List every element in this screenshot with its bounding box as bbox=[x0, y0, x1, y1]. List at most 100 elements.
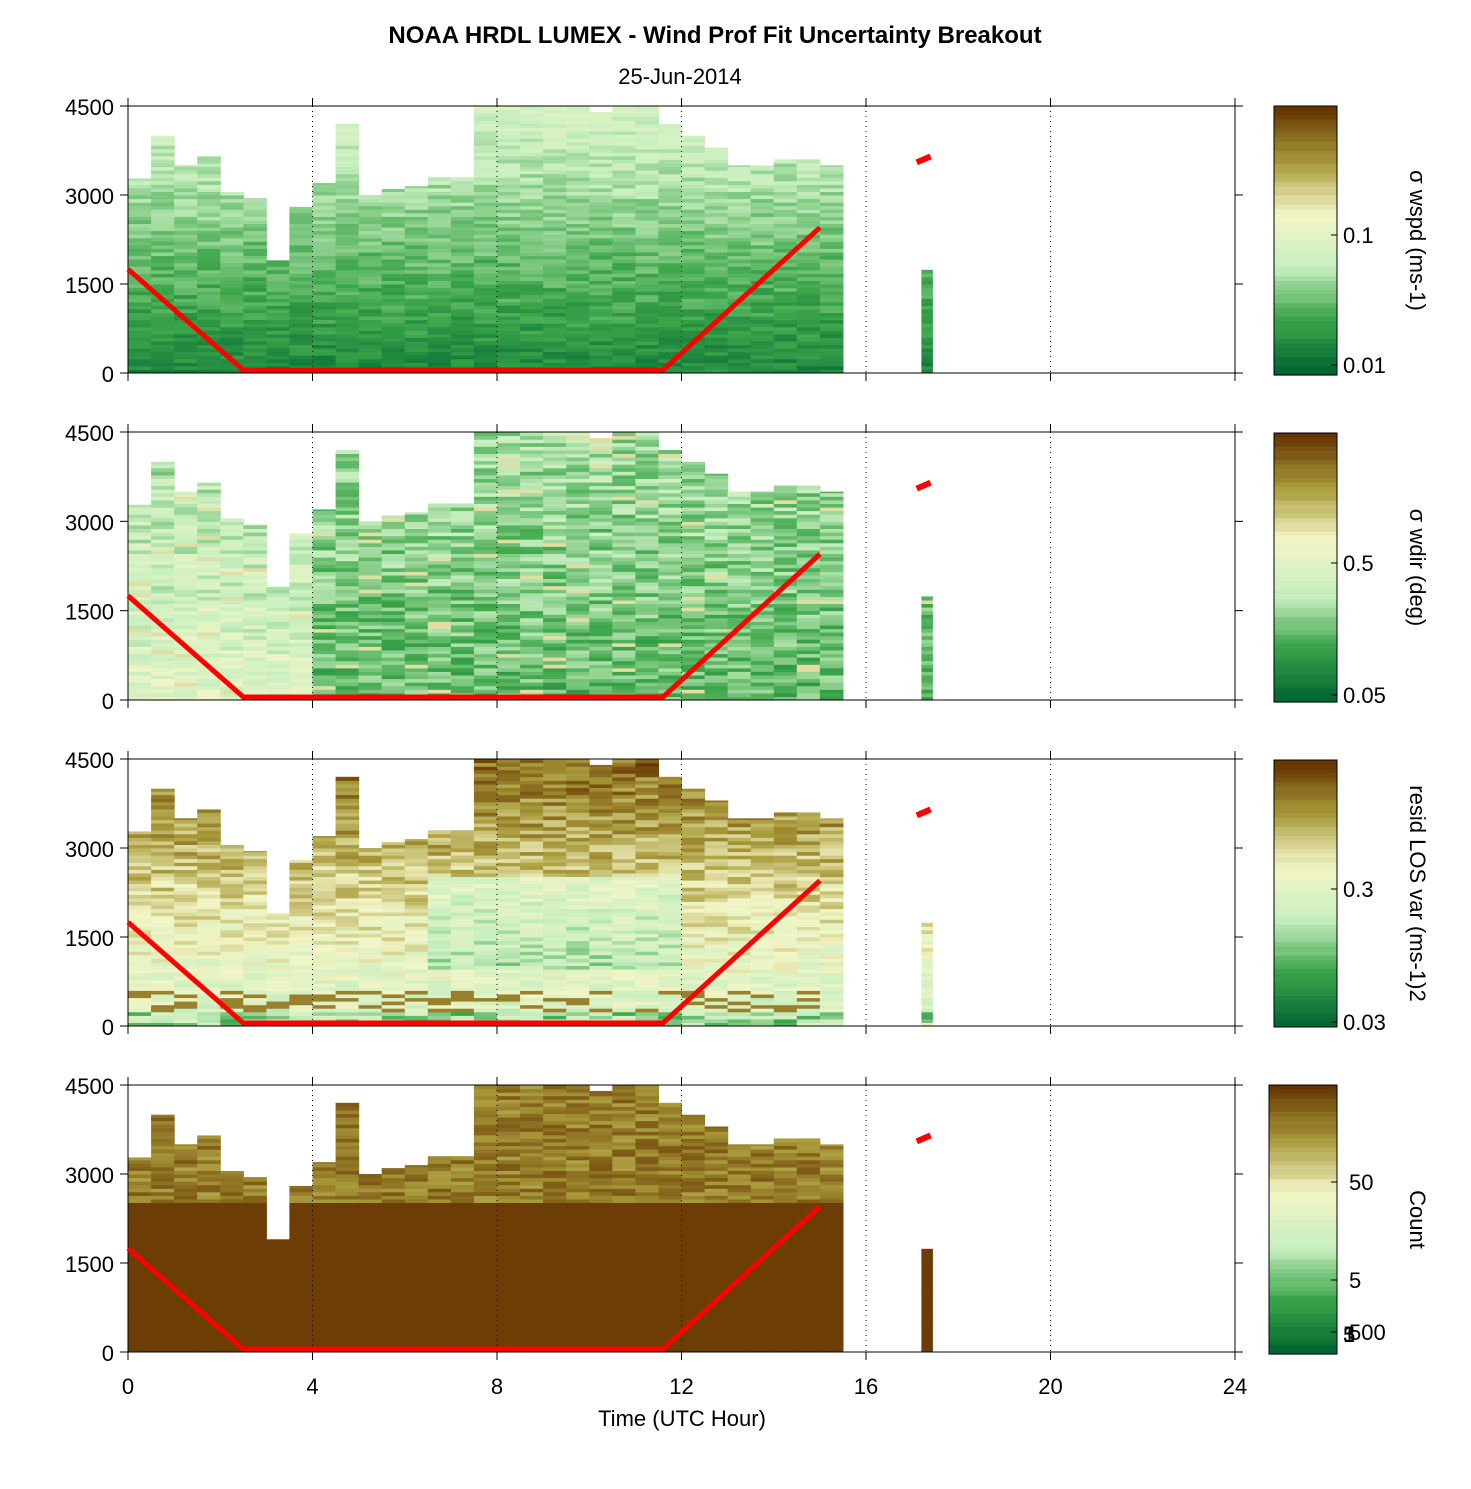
heatmap-cell bbox=[612, 496, 636, 501]
heatmap-cell bbox=[312, 617, 337, 622]
heatmap-cell bbox=[335, 180, 360, 185]
heatmap-cell bbox=[819, 216, 844, 221]
heatmap-cell bbox=[612, 657, 636, 662]
heatmap-cell bbox=[658, 567, 682, 572]
heatmap-cell bbox=[266, 621, 290, 626]
heatmap-cell bbox=[427, 664, 452, 669]
heatmap-cell bbox=[335, 503, 360, 508]
heatmap-cell bbox=[381, 675, 406, 680]
heatmap-cell bbox=[704, 244, 729, 249]
heatmap-cell bbox=[220, 937, 244, 942]
heatmap-cell bbox=[174, 503, 198, 508]
heatmap-cell bbox=[128, 660, 152, 665]
heatmap-cell bbox=[174, 491, 198, 494]
heatmap-cell bbox=[128, 298, 152, 303]
heatmap-cell bbox=[727, 362, 752, 367]
heatmap-cell bbox=[197, 496, 221, 501]
heatmap-cell bbox=[773, 578, 798, 583]
heatmap-cell bbox=[566, 159, 590, 164]
heatmap-cell bbox=[266, 642, 290, 647]
heatmap-cell bbox=[543, 280, 567, 285]
heatmap-cell bbox=[381, 940, 406, 945]
heatmap-cell bbox=[473, 134, 498, 139]
heatmap-cell bbox=[450, 614, 475, 619]
heatmap-cell bbox=[381, 976, 406, 981]
heatmap-cell bbox=[220, 341, 244, 346]
heatmap-cell bbox=[197, 901, 221, 906]
heatmap-cell bbox=[358, 323, 383, 328]
heatmap-cell bbox=[796, 650, 821, 655]
heatmap-cell bbox=[381, 685, 406, 690]
heatmap-cell bbox=[819, 564, 844, 569]
heatmap-cell bbox=[289, 337, 313, 342]
heatmap-cell bbox=[174, 976, 198, 981]
heatmap-cell bbox=[635, 442, 659, 447]
heatmap-cell bbox=[404, 521, 429, 526]
heatmap-cell bbox=[197, 653, 221, 658]
heatmap-cell bbox=[312, 184, 337, 189]
heatmap-cell bbox=[497, 457, 521, 462]
heatmap-cell bbox=[335, 507, 360, 512]
heatmap-cell bbox=[473, 979, 498, 984]
heatmap-cell bbox=[243, 337, 267, 342]
heatmap-cell bbox=[704, 571, 729, 576]
heatmap-cell bbox=[566, 596, 590, 601]
heatmap-cell bbox=[750, 532, 775, 537]
heatmap-cell bbox=[658, 610, 682, 615]
heatmap-cell bbox=[796, 177, 821, 182]
heatmap-cell bbox=[197, 351, 221, 356]
heatmap-cell bbox=[289, 905, 313, 910]
heatmap-cell bbox=[612, 521, 636, 526]
heatmap-cell bbox=[427, 582, 452, 587]
heatmap-cell bbox=[197, 599, 221, 604]
heatmap-cell bbox=[197, 585, 221, 590]
heatmap-cell bbox=[566, 471, 590, 476]
heatmap-cell bbox=[497, 560, 521, 565]
heatmap-cell bbox=[358, 908, 383, 913]
heatmap-cell bbox=[681, 308, 706, 313]
heatmap-cell bbox=[197, 294, 221, 299]
heatmap-cell bbox=[358, 237, 383, 242]
heatmap-cell bbox=[773, 319, 798, 324]
heatmap-cell bbox=[197, 305, 221, 310]
heatmap-cell bbox=[450, 592, 475, 597]
heatmap-cell bbox=[266, 341, 290, 346]
heatmap-cell bbox=[220, 965, 244, 970]
heatmap-cell bbox=[658, 148, 682, 153]
heatmap-cell bbox=[312, 872, 337, 877]
heatmap-cell bbox=[220, 1022, 244, 1026]
heatmap-cell bbox=[312, 212, 337, 217]
heatmap-cell bbox=[427, 596, 452, 601]
heatmap-cell bbox=[566, 212, 590, 217]
heatmap-cell bbox=[427, 983, 452, 988]
heatmap-cell bbox=[589, 607, 613, 612]
heatmap-cell bbox=[819, 589, 844, 594]
heatmap-cell bbox=[727, 291, 752, 296]
heatmap-cell bbox=[197, 983, 221, 988]
heatmap-cell bbox=[243, 355, 267, 360]
colorbar-swatch bbox=[1274, 106, 1337, 112]
heatmap-cell bbox=[151, 890, 175, 895]
heatmap-cell bbox=[543, 532, 567, 537]
heatmap-cell bbox=[404, 887, 429, 892]
heatmap-cell bbox=[921, 603, 933, 608]
heatmap-cell bbox=[612, 517, 636, 522]
heatmap-cell bbox=[289, 301, 313, 306]
heatmap-cell bbox=[727, 166, 752, 171]
heatmap-cell bbox=[921, 287, 933, 292]
heatmap-cell bbox=[566, 344, 590, 349]
heatmap-cell bbox=[151, 553, 175, 558]
heatmap-cell bbox=[773, 191, 798, 196]
heatmap-cell bbox=[658, 205, 682, 210]
heatmap-cell bbox=[312, 202, 337, 207]
heatmap-cell bbox=[450, 330, 475, 335]
heatmap-cell bbox=[750, 351, 775, 356]
heatmap-cell bbox=[381, 319, 406, 324]
heatmap-cell bbox=[497, 682, 521, 687]
heatmap-cell bbox=[381, 689, 406, 694]
colorbar-swatch bbox=[1274, 330, 1337, 336]
heatmap-cell bbox=[750, 632, 775, 637]
heatmap-cell bbox=[473, 876, 498, 881]
heatmap-cell bbox=[681, 266, 706, 271]
heatmap-cell bbox=[589, 446, 613, 451]
